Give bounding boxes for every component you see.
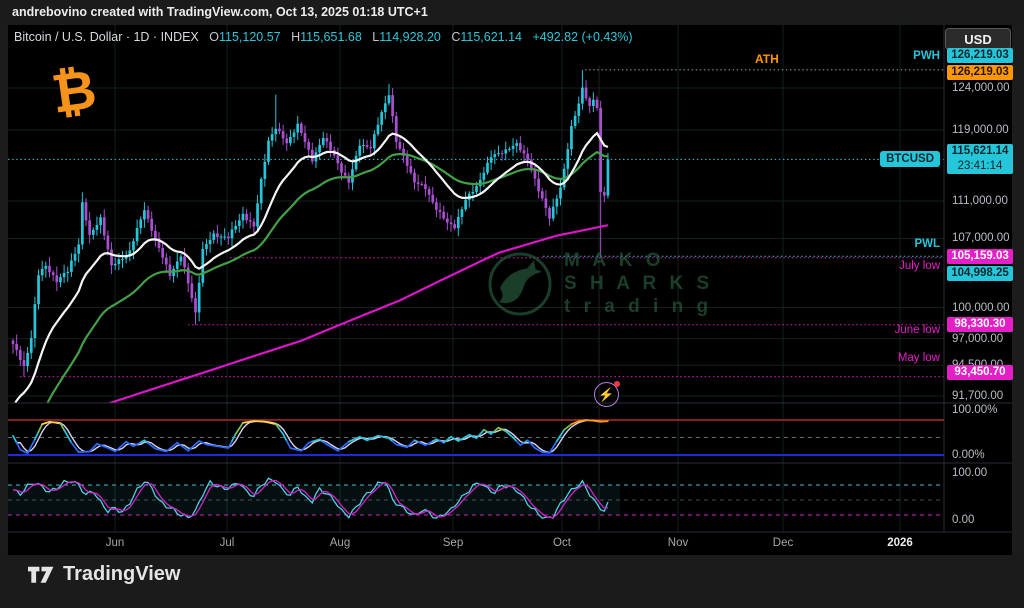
symbol-title: Bitcoin / U.S. Dollar · 1D · INDEX bbox=[14, 30, 199, 44]
tradingview-wordmark: TradingView bbox=[63, 563, 181, 585]
footer: TradingView bbox=[0, 555, 1024, 608]
close-label: C bbox=[451, 30, 461, 44]
mako-sharks-watermark: M A K O S H A R K S t r a d i n g bbox=[486, 249, 713, 318]
bitcoin-logo-icon: ₿ bbox=[48, 59, 100, 125]
watermark-line1: M A K O bbox=[564, 250, 665, 271]
shark-logo-icon bbox=[488, 252, 552, 315]
watermark-line2: S H A R K S bbox=[564, 273, 714, 294]
symbol-legend[interactable]: Bitcoin / U.S. Dollar · 1D · INDEX O115,… bbox=[14, 30, 633, 44]
price-chart-canvas[interactable] bbox=[8, 25, 1012, 555]
open-label: O bbox=[209, 30, 219, 44]
currency-toggle-button[interactable]: USD bbox=[945, 28, 1011, 50]
chart-area: Bitcoin / U.S. Dollar · 1D · INDEX O115,… bbox=[8, 25, 1013, 555]
watermark-line3: t r a d i n g bbox=[564, 296, 713, 317]
low-value: 114,928.20 bbox=[379, 30, 441, 44]
change-value: +492.82 (+0.43%) bbox=[532, 30, 633, 44]
high-label: H bbox=[291, 30, 301, 44]
notification-dot bbox=[614, 381, 620, 387]
tradingview-logo[interactable]: TradingView bbox=[28, 563, 180, 586]
ath-label: ATH bbox=[755, 52, 779, 66]
low-label: L bbox=[372, 30, 380, 44]
high-value: 115,651.68 bbox=[300, 30, 362, 44]
attribution-bar: andrebovino created with TradingView.com… bbox=[0, 0, 1024, 25]
close-value: 115,621.14 bbox=[460, 30, 523, 44]
open-value: 115,120.57 bbox=[218, 30, 281, 44]
tradingview-mark-icon bbox=[28, 566, 54, 583]
lightning-events-icon[interactable]: ⚡ bbox=[594, 381, 620, 407]
